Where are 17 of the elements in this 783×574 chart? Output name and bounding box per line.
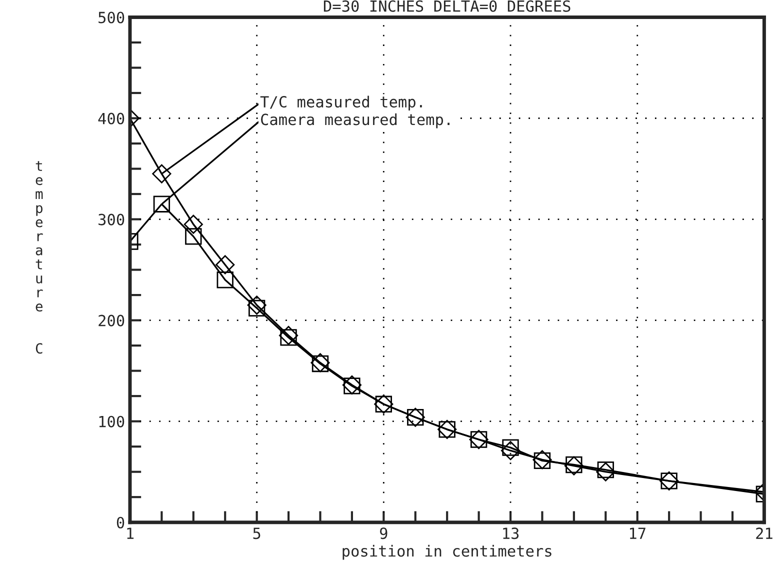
x-tick-label: 21 bbox=[756, 528, 772, 539]
x-tick-label: 9 bbox=[380, 528, 388, 540]
x-axis-title: position in centimeters bbox=[342, 544, 552, 560]
y-tick-label: 500 bbox=[98, 12, 124, 24]
annotation: T/C measured temp. bbox=[260, 96, 422, 111]
y-tick-label: 0 bbox=[116, 516, 124, 528]
annotation: Camera measured temp. bbox=[261, 113, 450, 128]
y-tick-label: 200 bbox=[98, 314, 124, 326]
y-tick-label: 100 bbox=[99, 416, 124, 428]
x-tick-label: 5 bbox=[253, 528, 260, 540]
x-tick-label: 17 bbox=[630, 528, 646, 539]
x-tick-label: 1 bbox=[127, 528, 134, 539]
y-tick-label: 400 bbox=[98, 112, 124, 124]
y-tick-label: 300 bbox=[98, 214, 124, 226]
x-tick-label: 13 bbox=[503, 528, 519, 540]
text: temperature C bbox=[36, 161, 43, 354]
chart-title: D=30 INCHES DELTA=0 DEGREES bbox=[324, 0, 570, 12]
